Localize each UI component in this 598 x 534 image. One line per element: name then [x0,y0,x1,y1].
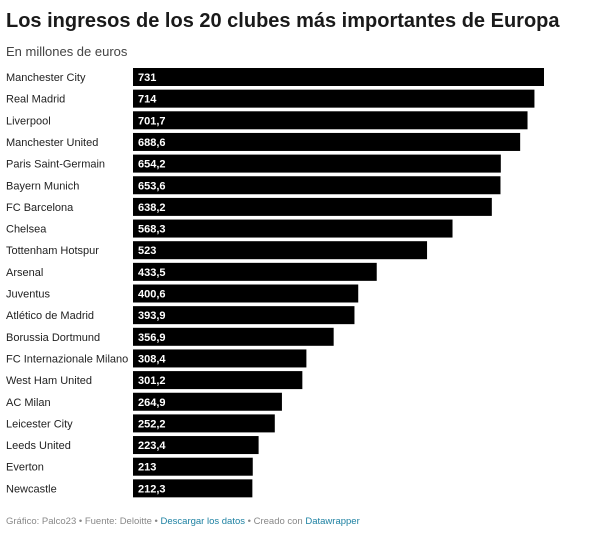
category-label: Everton [6,462,44,474]
category-label: Manchester United [6,137,98,149]
value-label: 264,9 [138,397,166,409]
bar [133,457,253,476]
category-label: Real Madrid [6,94,65,106]
category-label: FC Internazionale Milano [6,353,128,365]
category-label: Juventus [6,289,51,301]
bar [133,371,303,390]
bar-row: Leeds United 223,4 [6,436,259,455]
bar [133,479,253,498]
bar-row: Atlético de Madrid 393,9 [6,306,355,325]
bar-row: Newcastle 212,3 [6,479,253,498]
value-label: 400,6 [138,289,166,301]
value-label: 714 [138,94,157,106]
bar [133,111,528,130]
category-label: Tottenham Hotspur [6,245,99,257]
bar [133,219,453,238]
category-label: Newcastle [6,483,57,495]
category-label: Leicester City [6,418,73,430]
bar [133,176,501,195]
category-label: Borussia Dortmund [6,332,100,344]
chart-subtitle: En millones de euros [6,44,128,59]
bar-row: Real Madrid 714 [6,89,535,108]
category-label: Liverpool [6,115,51,127]
bar [133,262,377,281]
bar [133,132,521,151]
bar-row: Everton 213 [6,457,253,476]
bar-row: Arsenal 433,5 [6,262,377,281]
bar-row: FC Barcelona 638,2 [6,197,492,216]
footer-credits: Gráfico: Palco23 • Fuente: Deloitte • [6,516,161,527]
bar-row: Manchester City 731 [6,68,544,86]
value-label: 356,9 [138,332,166,344]
bar [133,327,334,346]
value-label: 523 [138,245,156,257]
bar [133,154,501,173]
category-label: Paris Saint-Germain [6,159,105,171]
chart-footer: Gráfico: Palco23 • Fuente: Deloitte • De… [6,516,360,527]
category-label: Bayern Munich [6,180,79,192]
bar-row: Chelsea 568,3 [6,219,453,238]
bar-row: Bayern Munich 653,6 [6,176,501,195]
value-label: 301,2 [138,375,166,387]
bar [133,306,355,325]
value-label: 701,7 [138,115,166,127]
bar [133,349,307,368]
value-label: 568,3 [138,224,166,236]
bar-row: Leicester City 252,2 [6,414,275,433]
category-label: Arsenal [6,267,43,279]
bar-row: Manchester United 688,6 [6,132,521,151]
bar [133,68,544,86]
value-label: 393,9 [138,310,166,322]
category-label: Chelsea [6,224,47,236]
chart-title: Los ingresos de los 20 clubes más import… [6,10,560,32]
bar-row: Juventus 400,6 [6,284,359,303]
bar [133,392,282,411]
bar-row: Tottenham Hotspur 523 [6,241,428,260]
value-label: 213 [138,462,156,474]
value-label: 433,5 [138,267,166,279]
value-label: 308,4 [138,353,166,365]
bar [133,197,492,216]
bar-row: Paris Saint-Germain 654,2 [6,154,501,173]
footer-created-with: • Creado con [245,516,306,527]
category-label: AC Milan [6,397,51,409]
bar-row: Borussia Dortmund 356,9 [6,327,334,346]
category-label: FC Barcelona [6,202,74,214]
value-label: 223,4 [138,440,166,452]
bar [133,89,535,108]
category-label: West Ham United [6,375,92,387]
datawrapper-link[interactable]: Datawrapper [305,516,360,527]
value-label: 638,2 [138,202,166,214]
bar-row: FC Internazionale Milano 308,4 [6,349,307,368]
category-label: Atlético de Madrid [6,310,94,322]
bar [133,414,275,433]
bar-chart: Manchester City 731 Real Madrid 714 Liverpoo… [6,68,544,498]
bar-row: West Ham United 301,2 [6,371,303,390]
value-label: 731 [138,72,156,84]
bar-row: AC Milan 264,9 [6,392,282,411]
download-data-link[interactable]: Descargar los datos [160,516,245,527]
bar [133,436,259,455]
value-label: 653,6 [138,180,166,192]
category-label: Manchester City [6,72,86,84]
bar [133,284,359,303]
bar-row: Liverpool 701,7 [6,111,528,130]
value-label: 688,6 [138,137,166,149]
value-label: 654,2 [138,159,166,171]
category-label: Leeds United [6,440,71,452]
value-label: 212,3 [138,483,166,495]
bar [133,241,428,260]
value-label: 252,2 [138,418,166,430]
